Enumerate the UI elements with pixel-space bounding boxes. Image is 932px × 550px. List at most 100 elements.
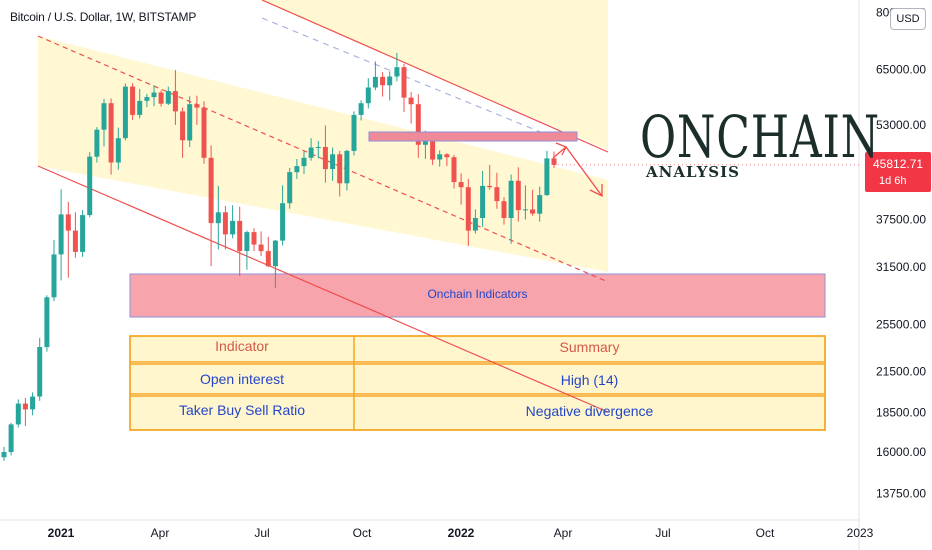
candle-body <box>508 180 514 218</box>
candle-body <box>158 92 164 104</box>
candles <box>1 53 557 461</box>
candle-body <box>472 218 478 231</box>
candle-body <box>437 154 443 160</box>
chart-title: Bitcoin / U.S. Dollar, 1W, BITSTAMP <box>10 10 197 24</box>
currency-button[interactable]: USD <box>890 8 926 30</box>
candle-body <box>401 67 407 98</box>
candle-body <box>522 209 528 211</box>
x-tick-label: Oct <box>353 526 372 540</box>
candle-body <box>351 114 357 151</box>
candle-body <box>344 150 350 184</box>
y-tick-label: 65000.00 <box>876 62 926 76</box>
candle-body <box>287 172 293 204</box>
candle-body <box>544 158 550 196</box>
candle-body <box>465 187 471 231</box>
candle-body <box>44 297 50 348</box>
candle-body <box>115 138 121 163</box>
candle-body <box>51 254 57 298</box>
candle-body <box>451 157 457 183</box>
y-tick-label: 16000.00 <box>876 445 926 459</box>
candle-body <box>408 97 414 105</box>
candle-body <box>365 87 371 104</box>
candle-body <box>201 107 207 158</box>
candle-body <box>1 452 7 458</box>
candle-body <box>108 103 114 163</box>
candle-body <box>194 104 200 108</box>
table-header-summary: Summary <box>559 339 620 355</box>
candle-body <box>244 232 250 251</box>
candle-body <box>301 157 307 167</box>
table-cell-indicator: Open interest <box>199 371 285 387</box>
table-cell-summary: Negative divergence <box>525 403 654 419</box>
candle-body <box>87 156 93 216</box>
y-tick-label: 25500.00 <box>876 318 926 332</box>
candle-body <box>22 403 28 410</box>
candle-body <box>372 76 378 88</box>
candle-body <box>137 100 143 115</box>
indicator-band-label: Onchain Indicators <box>427 287 528 301</box>
candle-body <box>494 187 500 202</box>
candle-body <box>272 240 278 267</box>
candle-body <box>151 92 157 98</box>
current-price-tag: 45812.71 1d 6h <box>865 152 931 192</box>
candle-body <box>215 212 221 224</box>
candle-body <box>144 97 150 101</box>
x-tick-label: Apr <box>554 526 573 540</box>
candle-body <box>551 158 557 165</box>
candle-body <box>330 154 336 169</box>
candle-body <box>422 140 428 145</box>
candle-body <box>94 129 100 157</box>
candle-body <box>222 212 228 235</box>
candle-body <box>415 104 421 145</box>
candle-body <box>480 185 486 218</box>
candle-body <box>30 396 36 410</box>
candle-body <box>308 147 314 158</box>
candle-body <box>37 347 43 397</box>
candle-body <box>394 67 400 77</box>
projection-arrowhead-down <box>589 184 603 198</box>
table-header-indicator: Indicator <box>215 338 269 354</box>
resistance-zone <box>368 131 578 142</box>
candle-body <box>380 76 386 86</box>
x-tick-label: Jul <box>655 526 670 540</box>
candle-body <box>337 154 343 184</box>
candle-body <box>15 403 21 425</box>
y-tick-label: 13750.00 <box>876 486 926 500</box>
candle-body <box>265 251 271 267</box>
candle-body <box>80 215 86 252</box>
candle-body <box>487 185 493 188</box>
y-tick-label: 37500.00 <box>876 213 926 227</box>
y-tick-label: 53000.00 <box>876 118 926 132</box>
candle-body <box>180 111 186 141</box>
candle-body <box>165 91 171 104</box>
table-cell-summary: High (14) <box>560 372 619 388</box>
candle-countdown: 1d 6h <box>879 175 907 187</box>
candle-body <box>294 166 300 173</box>
candle-body <box>501 201 507 218</box>
table-outline <box>129 335 826 431</box>
overlay-subtitle: ANALYSIS <box>646 163 740 181</box>
candle-body <box>537 195 543 214</box>
candle-body <box>430 140 436 160</box>
candle-body <box>208 157 214 224</box>
channel-lower-line <box>37 165 609 413</box>
projection-arrowhead-up <box>555 142 567 156</box>
candle-body <box>8 424 14 452</box>
candle-body <box>122 86 128 139</box>
candle-body <box>187 104 193 141</box>
candle-body <box>315 147 321 148</box>
table-row <box>129 363 826 395</box>
candle-body <box>230 220 236 235</box>
candle-body <box>72 230 78 252</box>
y-tick-label: 31500.00 <box>876 260 926 274</box>
candle-body <box>65 214 71 231</box>
candle-body <box>515 180 521 211</box>
overlay-title: ONCHAIN <box>640 103 881 171</box>
candle-body <box>101 103 107 130</box>
x-tick-label: Jul <box>254 526 269 540</box>
indicator-table <box>129 335 826 431</box>
candle-body <box>258 244 264 252</box>
y-tick-label: 21500.00 <box>876 364 926 378</box>
